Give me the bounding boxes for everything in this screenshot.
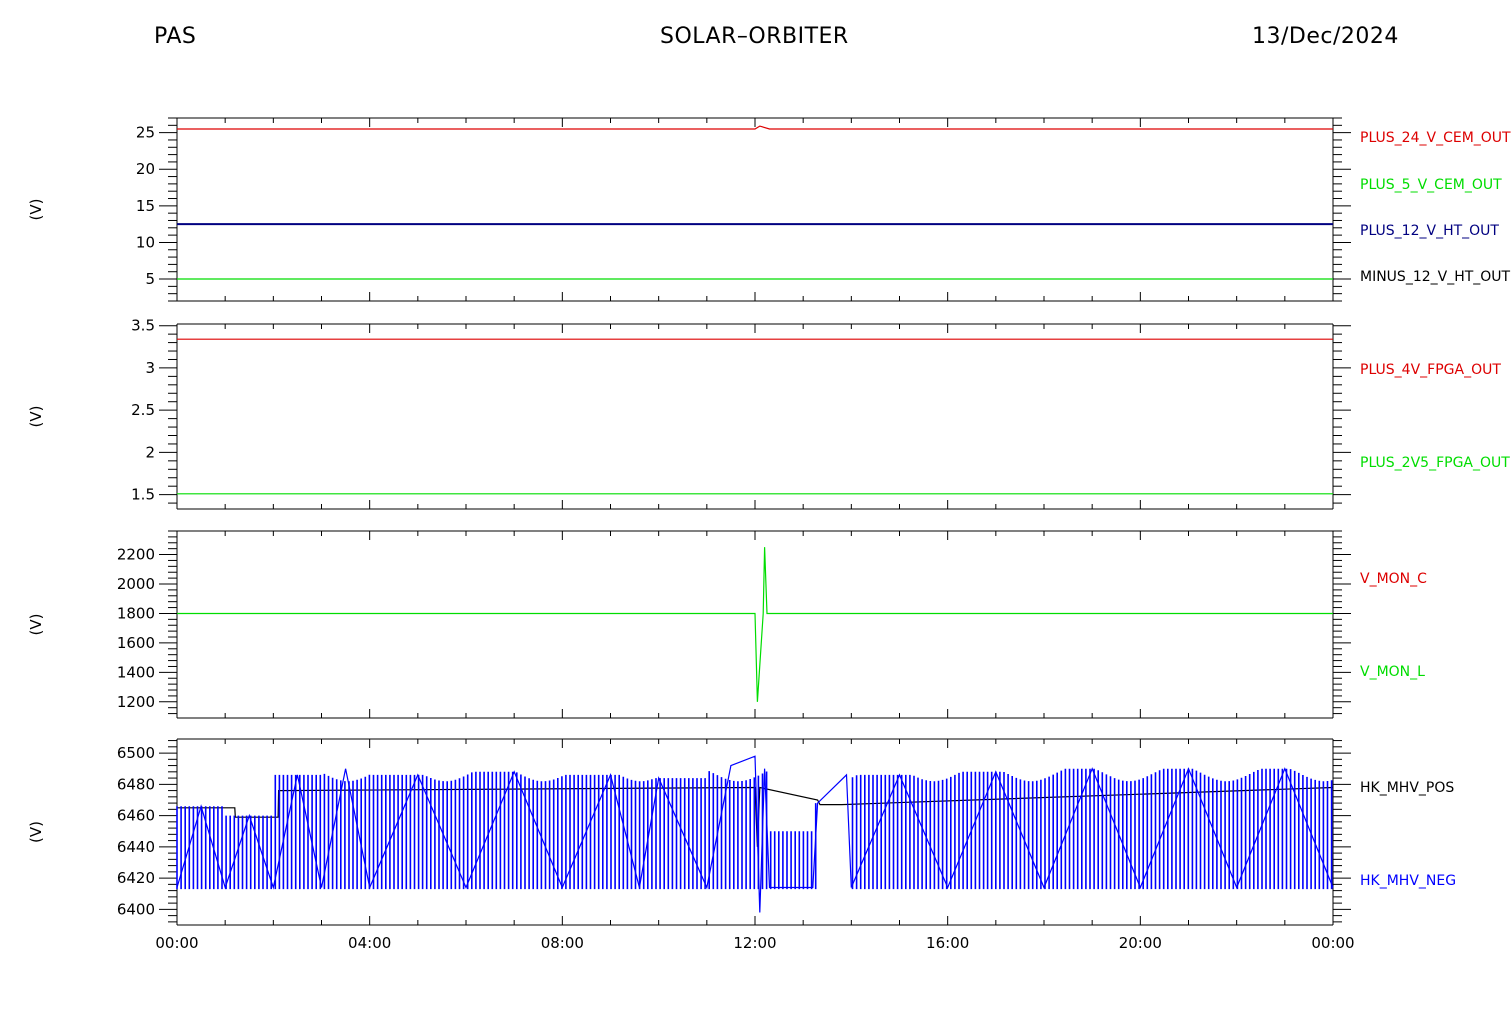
series-line	[177, 125, 1333, 130]
y-tick-label: 1.5	[131, 486, 155, 504]
panel-1: 5 10 15 20 25 (V) PLUS_24_V_CEM_OUT PLUS_5_V_CE…	[27, 117, 1511, 302]
y-axis-label: (V)	[27, 614, 45, 636]
legend-label: PLUS_4V_FPGA_OUT	[1360, 362, 1501, 378]
series-line	[176, 755, 1334, 913]
legend-label: PLUS_12_V_HT_OUT	[1360, 223, 1499, 239]
x-tick-label: 20:00	[1119, 934, 1162, 952]
x-tick-label: 04:00	[348, 934, 391, 952]
mission-title: SOLAR–ORBITER	[660, 24, 849, 49]
x-tick-label: 08:00	[541, 934, 584, 952]
y-tick-label: 3.5	[131, 317, 155, 335]
y-tick-label: 10	[136, 233, 155, 251]
y-axis-label: (V)	[27, 406, 45, 428]
y-tick-label: 6480	[117, 775, 155, 793]
y-tick-label: 6500	[117, 744, 155, 762]
legend-label: PLUS_2V5_FPGA_OUT	[1360, 455, 1510, 471]
y-tick-label: 1600	[117, 634, 155, 652]
x-tick-label: 12:00	[733, 934, 776, 952]
legend-label: HK_MHV_NEG	[1360, 873, 1456, 889]
y-tick-label: 15	[136, 197, 155, 215]
instrument-title: PAS	[154, 24, 197, 49]
panel-4: 6400 6420 6440 6460 6480 6500 (V) HK_MHV_POS HK_…	[27, 738, 1456, 926]
date-title: 13/Dec/2024	[1252, 24, 1399, 49]
legend-label: V_MON_C	[1360, 571, 1427, 587]
legend-label: MINUS_12_V_HT_OUT	[1360, 269, 1511, 285]
y-tick-label: 2200	[117, 546, 155, 564]
series-band	[176, 768, 1333, 890]
panel-3: 1200 1400 1600 1800 2000 2200 (V) V_MON_C V_MON_…	[27, 530, 1427, 719]
y-tick-label: 2	[145, 443, 155, 461]
y-axis-label: (V)	[27, 821, 45, 843]
y-axis-label: (V)	[27, 199, 45, 221]
y-tick-label: 3	[145, 359, 155, 377]
legend-label: V_MON_L	[1360, 664, 1425, 680]
y-tick-label: 6460	[117, 807, 155, 825]
legend-label: PLUS_24_V_CEM_OUT	[1360, 130, 1511, 146]
y-tick-label: 1800	[117, 604, 155, 622]
y-tick-label: 20	[136, 160, 155, 178]
y-tick-label: 6400	[117, 900, 155, 918]
x-tick-label: 00:00	[155, 934, 198, 952]
series-line	[177, 547, 1333, 702]
panel-2: 1.5 2 2.5 3 3.5 (V) PLUS_4V_FPGA_OUT PLUS_2V5_F…	[27, 317, 1510, 510]
legend-label: PLUS_5_V_CEM_OUT	[1360, 177, 1502, 193]
y-tick-label: 6420	[117, 869, 155, 887]
y-tick-label: 6440	[117, 838, 155, 856]
y-tick-label: 1200	[117, 693, 155, 711]
y-tick-label: 2.5	[131, 401, 155, 419]
x-tick-label: 00:00	[1311, 934, 1354, 952]
y-tick-label: 5	[145, 270, 155, 288]
series-line	[177, 786, 1334, 847]
legend-label: HK_MHV_POS	[1360, 780, 1454, 796]
x-tick-label: 16:00	[926, 934, 969, 952]
y-tick-label: 1400	[117, 663, 155, 681]
y-tick-label: 2000	[117, 575, 155, 593]
y-tick-label: 25	[136, 124, 155, 142]
